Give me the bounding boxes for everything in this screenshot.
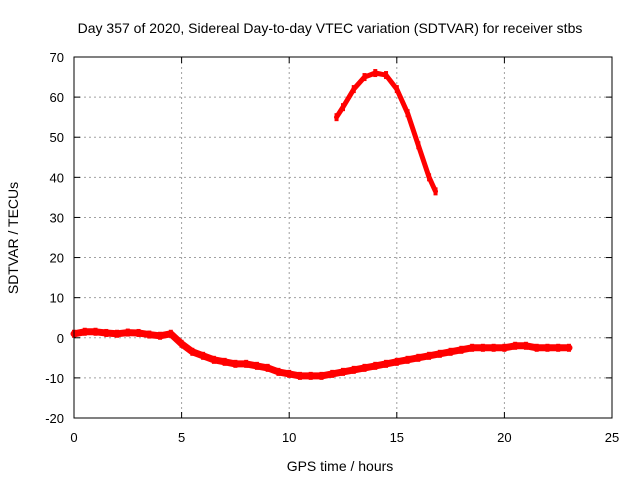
series-point [297,371,302,380]
series-point [158,331,163,340]
series-point [480,343,485,352]
series-point [330,369,335,378]
y-axis-label: SDTVAR / TECUs [5,182,21,294]
series-point [308,371,313,380]
series-point [351,85,356,94]
series-point [287,369,292,378]
series-point [362,363,367,372]
series-point [201,351,206,360]
x-tick-label: 5 [178,430,185,445]
y-tick-label: 10 [50,291,64,306]
y-tick-label: 60 [50,90,64,105]
series-point [82,327,87,336]
series-point [491,343,496,352]
series-point [254,361,259,370]
x-tick-label: 25 [605,430,619,445]
series-point [147,330,152,339]
series-point [384,71,389,80]
series-point [125,328,130,337]
series-point [566,343,571,352]
series-point [233,359,238,368]
series-point [470,343,475,352]
series-point [341,367,345,376]
series-point [556,343,561,352]
x-tick-label: 15 [390,430,404,445]
series-point [384,359,389,368]
series-point [319,371,324,380]
x-tick-label: 10 [282,430,296,445]
series-point [93,327,98,336]
series-point [394,85,399,94]
series-point [502,343,507,352]
y-tick-label: 0 [57,331,64,346]
series-point [104,328,109,337]
tick-layer: 0 5 10 15 20 25 -20 -10 0 10 20 30 40 50 60 70 [45,50,619,445]
plot-frame [73,56,613,419]
series-point [545,343,550,352]
series-point [190,347,195,356]
x-tick-label: 20 [497,430,511,445]
y-tick-label: -20 [45,411,64,426]
series-point [394,357,399,366]
x-axis-label: GPS time / hours [287,458,394,474]
series-point [211,355,216,364]
y-tick-label: -10 [45,371,64,386]
chart-title: Day 357 of 2020, Sidereal Day-to-day VTE… [78,20,583,36]
x-tick-label: 0 [70,430,77,445]
series-point [513,341,518,350]
series-point [523,341,528,350]
series-point [341,103,345,112]
y-tick-label: 40 [50,170,64,185]
series-point [115,329,120,338]
series-point [373,361,378,370]
series-point [222,357,227,366]
series-line-2 [334,70,438,194]
series-point [459,345,464,354]
series-point [362,73,367,82]
series-point [437,349,442,358]
series-point [136,328,141,337]
series-point [427,173,432,182]
series-point [427,351,432,360]
series-point [416,353,421,362]
series-point [265,363,270,372]
series-layer [70,69,573,380]
series-point [405,355,410,364]
series-point [405,109,410,118]
series-point [373,69,378,78]
series-point [168,329,173,338]
grid [74,57,612,418]
series-point [433,187,438,196]
series-point [276,367,281,376]
y-tick-label: 30 [50,210,64,225]
series-point [351,365,356,374]
y-tick-label: 20 [50,251,64,266]
y-tick-label: 70 [50,50,64,65]
series-point [334,113,339,122]
series-point [448,347,453,356]
y-tick-label: 50 [50,130,64,145]
series-point [179,339,184,348]
series-point [416,141,421,150]
series-point [244,359,249,368]
series-point [534,343,539,352]
